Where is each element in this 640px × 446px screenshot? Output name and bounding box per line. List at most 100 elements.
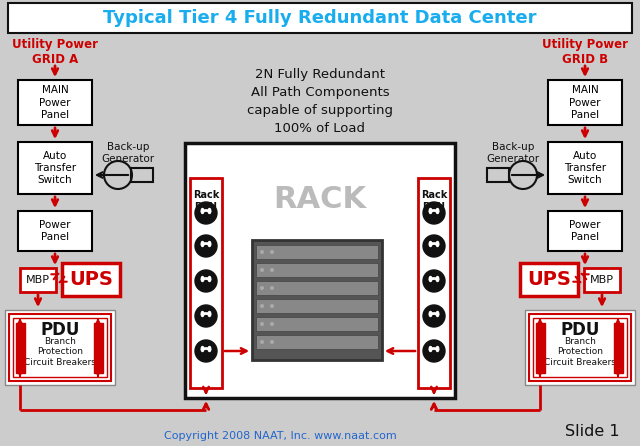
Circle shape	[270, 340, 274, 344]
Ellipse shape	[201, 311, 204, 317]
Text: MAIN
Power
Panel: MAIN Power Panel	[569, 85, 601, 120]
Ellipse shape	[436, 347, 439, 351]
Bar	[185, 143, 455, 398]
Circle shape	[260, 340, 264, 344]
Circle shape	[195, 270, 217, 292]
Bar	[536, 323, 545, 373]
Circle shape	[270, 250, 274, 254]
Text: Typical Tier 4 Fully Redundant Data Center: Typical Tier 4 Fully Redundant Data Cent…	[103, 9, 537, 27]
Bar	[252, 240, 382, 360]
Bar	[256, 263, 378, 277]
Ellipse shape	[208, 277, 211, 281]
Ellipse shape	[436, 241, 439, 247]
Bar	[533, 318, 627, 377]
Ellipse shape	[436, 311, 439, 317]
Bar	[525, 310, 635, 385]
Ellipse shape	[429, 347, 432, 351]
Text: Power
Panel: Power Panel	[569, 220, 601, 242]
Bar	[584, 268, 620, 292]
Text: RACK: RACK	[273, 186, 367, 215]
Circle shape	[195, 305, 217, 327]
Text: Auto
Transfer
Switch: Auto Transfer Switch	[564, 151, 606, 186]
Bar	[520, 263, 578, 296]
Circle shape	[260, 322, 264, 326]
Circle shape	[423, 202, 445, 224]
Text: PDU: PDU	[560, 321, 600, 339]
Ellipse shape	[208, 347, 211, 351]
Circle shape	[260, 250, 264, 254]
Text: Branch
Protection
Circuit Breakers: Branch Protection Circuit Breakers	[24, 337, 96, 367]
Bar	[5, 310, 115, 385]
Bar	[548, 80, 622, 125]
Circle shape	[423, 235, 445, 257]
Bar	[256, 317, 378, 331]
Bar	[256, 299, 378, 313]
Text: PDU: PDU	[40, 321, 80, 339]
Ellipse shape	[436, 208, 439, 214]
Bar	[256, 335, 378, 349]
Bar	[18, 211, 92, 251]
Text: Rack
PDU: Rack PDU	[421, 190, 447, 211]
Text: Branch
Protection
Circuit Breakers: Branch Protection Circuit Breakers	[544, 337, 616, 367]
Text: Utility Power
GRID A: Utility Power GRID A	[12, 38, 98, 66]
Bar	[548, 211, 622, 251]
Ellipse shape	[208, 208, 211, 214]
Ellipse shape	[208, 311, 211, 317]
Bar	[256, 245, 378, 259]
Text: 2N Fully Redundant
All Path Components
capable of supporting
100% of Load: 2N Fully Redundant All Path Components c…	[247, 68, 393, 135]
Ellipse shape	[436, 277, 439, 281]
Text: Utility Power
GRID B: Utility Power GRID B	[542, 38, 628, 66]
Ellipse shape	[201, 277, 204, 281]
Bar	[529, 314, 631, 381]
Circle shape	[423, 340, 445, 362]
Bar	[8, 3, 632, 33]
Bar	[256, 281, 378, 295]
Text: Back-up
Generator: Back-up Generator	[101, 142, 155, 164]
Text: Copyright 2008 NAAT, Inc. www.naat.com: Copyright 2008 NAAT, Inc. www.naat.com	[164, 431, 396, 441]
Text: MBP: MBP	[590, 275, 614, 285]
Circle shape	[195, 235, 217, 257]
Text: Auto
Transfer
Switch: Auto Transfer Switch	[34, 151, 76, 186]
Text: Power
Panel: Power Panel	[39, 220, 71, 242]
Circle shape	[195, 202, 217, 224]
Text: Slide 1: Slide 1	[565, 425, 620, 439]
Circle shape	[270, 304, 274, 308]
Ellipse shape	[429, 277, 432, 281]
Circle shape	[270, 268, 274, 272]
Text: MBP: MBP	[26, 275, 50, 285]
Text: Rack
PDU: Rack PDU	[193, 190, 219, 211]
Ellipse shape	[201, 347, 204, 351]
Text: Back-up
Generator: Back-up Generator	[486, 142, 540, 164]
Bar	[62, 263, 120, 296]
Bar	[20, 268, 56, 292]
Bar	[131, 168, 153, 182]
Bar	[13, 318, 107, 377]
Ellipse shape	[208, 241, 211, 247]
Text: MAIN
Power
Panel: MAIN Power Panel	[39, 85, 71, 120]
Circle shape	[423, 305, 445, 327]
Text: UPS: UPS	[69, 270, 113, 289]
Circle shape	[423, 270, 445, 292]
Ellipse shape	[429, 311, 432, 317]
Bar	[418, 178, 450, 388]
Bar	[614, 323, 623, 373]
Bar	[487, 168, 509, 182]
Bar	[190, 178, 222, 388]
Circle shape	[260, 268, 264, 272]
Bar	[9, 314, 111, 381]
Bar	[18, 142, 92, 194]
Circle shape	[195, 340, 217, 362]
Circle shape	[260, 304, 264, 308]
Bar	[16, 323, 25, 373]
Ellipse shape	[429, 241, 432, 247]
Ellipse shape	[201, 241, 204, 247]
Circle shape	[270, 322, 274, 326]
Ellipse shape	[429, 208, 432, 214]
Bar	[18, 80, 92, 125]
Circle shape	[270, 286, 274, 290]
Text: UPS: UPS	[527, 270, 571, 289]
Bar	[94, 323, 103, 373]
Ellipse shape	[201, 208, 204, 214]
Bar	[548, 142, 622, 194]
Circle shape	[260, 286, 264, 290]
